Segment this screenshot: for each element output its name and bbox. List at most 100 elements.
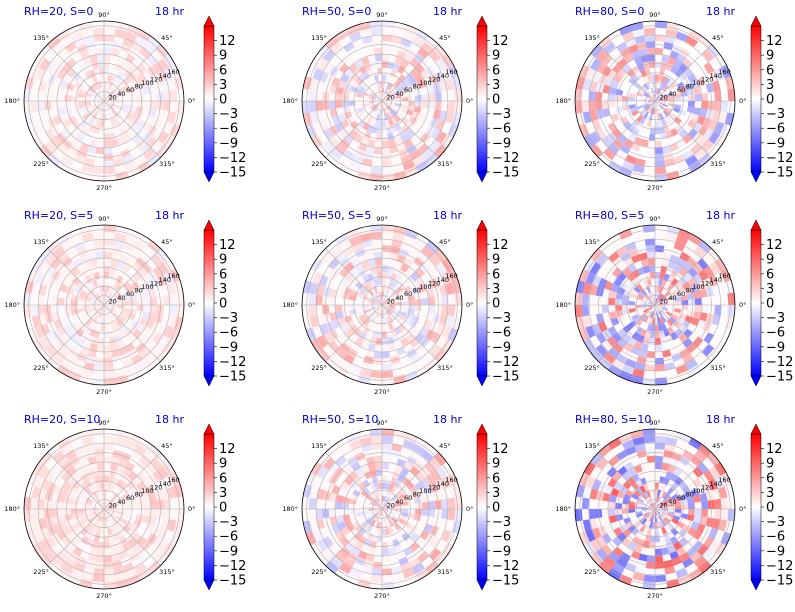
field-cell — [403, 81, 412, 89]
angle-tick-label: 180° — [555, 301, 571, 309]
field-cell — [661, 343, 670, 352]
field-cell — [401, 504, 409, 509]
field-cell — [113, 485, 120, 493]
field-cell — [342, 310, 351, 318]
field-cell — [401, 68, 411, 78]
field-cell — [658, 498, 665, 505]
field-cell — [435, 527, 446, 540]
field-cell — [334, 530, 345, 541]
field-cell — [362, 101, 369, 105]
field-cell — [110, 547, 119, 556]
field-cell — [89, 54, 98, 63]
field-cell — [362, 275, 370, 284]
field-cell — [631, 119, 640, 128]
field-cell — [389, 48, 399, 57]
field-cell — [383, 515, 387, 523]
field-cell — [610, 521, 620, 531]
field-cell — [125, 81, 134, 89]
field-cell — [687, 509, 695, 516]
field-cell — [388, 504, 396, 508]
field-cell — [108, 295, 115, 302]
field-cell — [708, 274, 719, 287]
field-cell — [659, 330, 666, 338]
field-cell — [135, 496, 144, 504]
field-cell — [727, 509, 735, 522]
field-cell — [417, 487, 427, 497]
field-cell — [661, 54, 670, 63]
field-cell — [129, 309, 137, 316]
field-cell — [714, 101, 722, 112]
field-cell — [133, 111, 143, 120]
field-cell — [664, 290, 672, 298]
field-cell — [101, 94, 104, 101]
field-cell — [93, 91, 100, 98]
field-cell — [382, 509, 389, 512]
field-cell — [39, 144, 53, 158]
field-cell — [623, 517, 632, 525]
field-cell — [400, 116, 409, 125]
radial-tick-label: 60 — [126, 86, 134, 94]
field-cell — [639, 69, 647, 78]
field-cell — [644, 499, 651, 506]
field-cell — [720, 305, 729, 317]
field-cell — [111, 145, 121, 154]
field-cell — [615, 496, 624, 504]
field-cell — [601, 461, 613, 474]
angle-tick-label: 45° — [712, 34, 724, 42]
field-cell — [591, 274, 602, 287]
field-cell — [360, 112, 368, 120]
colorbar-tick-label: −12 — [766, 151, 793, 166]
field-cell — [62, 277, 72, 287]
field-cell — [370, 435, 382, 444]
field-cell — [139, 283, 149, 293]
field-cell — [414, 509, 422, 516]
field-cell — [655, 301, 661, 305]
field-cell — [125, 53, 136, 64]
field-cell — [372, 294, 379, 301]
field-cell — [335, 509, 343, 517]
field-cell — [329, 108, 338, 118]
field-cell — [92, 93, 99, 98]
colorbar-extend-min — [476, 579, 488, 591]
field-cell — [136, 94, 144, 101]
field-cell — [662, 110, 670, 118]
field-cell — [692, 477, 703, 488]
field-cell — [375, 101, 382, 105]
radial-tick-label: 60 — [404, 290, 412, 298]
field-cell — [122, 59, 132, 69]
field-cell — [334, 437, 349, 450]
field-cell — [429, 49, 442, 62]
polar-frame — [23, 20, 185, 182]
field-cell — [111, 48, 121, 57]
field-cell — [348, 364, 362, 375]
field-cell — [109, 502, 117, 507]
colorbar-tick-label: 12 — [492, 442, 509, 457]
field-cell — [375, 514, 380, 522]
field-cell — [421, 297, 429, 305]
field-cell — [362, 301, 369, 305]
field-cell — [99, 74, 104, 82]
field-cell — [87, 108, 95, 116]
field-cell — [142, 494, 151, 503]
angle-tick-label: 270° — [96, 388, 112, 396]
field-cell — [24, 496, 32, 509]
field-cell — [95, 351, 104, 359]
field-cell — [351, 445, 364, 456]
field-cell — [601, 509, 609, 518]
angle-tick-label: 45° — [439, 34, 451, 42]
field-cell — [107, 513, 114, 520]
field-cell — [662, 553, 672, 562]
field-cell — [727, 292, 735, 305]
field-cell — [342, 149, 355, 161]
field-cell — [388, 483, 395, 492]
radial-tick-label: 20 — [660, 297, 668, 305]
field-cell — [151, 457, 164, 470]
colorbar-tick-label: −15 — [219, 574, 246, 589]
field-cell — [31, 519, 41, 532]
field-cell — [419, 273, 430, 284]
field-cell — [315, 90, 323, 101]
field-cell — [329, 516, 338, 526]
field-cell — [348, 160, 362, 171]
field-cell — [125, 285, 134, 293]
field-cell — [382, 301, 388, 305]
